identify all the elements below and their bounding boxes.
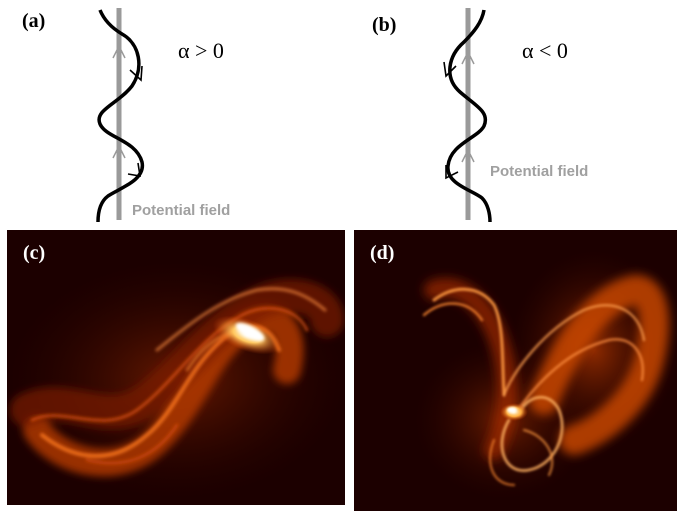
- coronal-image-sigmoid-z: (d): [354, 230, 677, 511]
- field-arrow-lower: [461, 148, 475, 163]
- potential-field-label-b: Potential field: [490, 163, 589, 180]
- panel-d-label: (d): [370, 242, 395, 264]
- twist-arrow-upper: [443, 61, 457, 78]
- panel-b-label: (b): [372, 14, 397, 36]
- negative-twist-diagram: [443, 8, 492, 223]
- alpha-negative-label: α < 0: [522, 38, 568, 63]
- positive-twist-diagram: [96, 8, 144, 223]
- twisted-field-line: [446, 9, 492, 223]
- field-arrow-upper: [112, 44, 126, 59]
- field-arrow-upper: [461, 50, 475, 65]
- twist-arrow-lower: [127, 162, 141, 177]
- alpha-positive-label: α > 0: [178, 38, 224, 63]
- potential-field-label-a: Potential field: [132, 202, 231, 219]
- coronal-image-sigmoid-s: (c): [7, 230, 345, 505]
- twist-arrow-upper: [129, 65, 143, 82]
- twisted-field-line: [96, 9, 144, 223]
- panel-c-label: (c): [23, 242, 46, 264]
- twist-arrow-lower: [445, 165, 459, 180]
- field-arrow-lower: [112, 144, 126, 159]
- panel-a-label: (a): [22, 10, 46, 32]
